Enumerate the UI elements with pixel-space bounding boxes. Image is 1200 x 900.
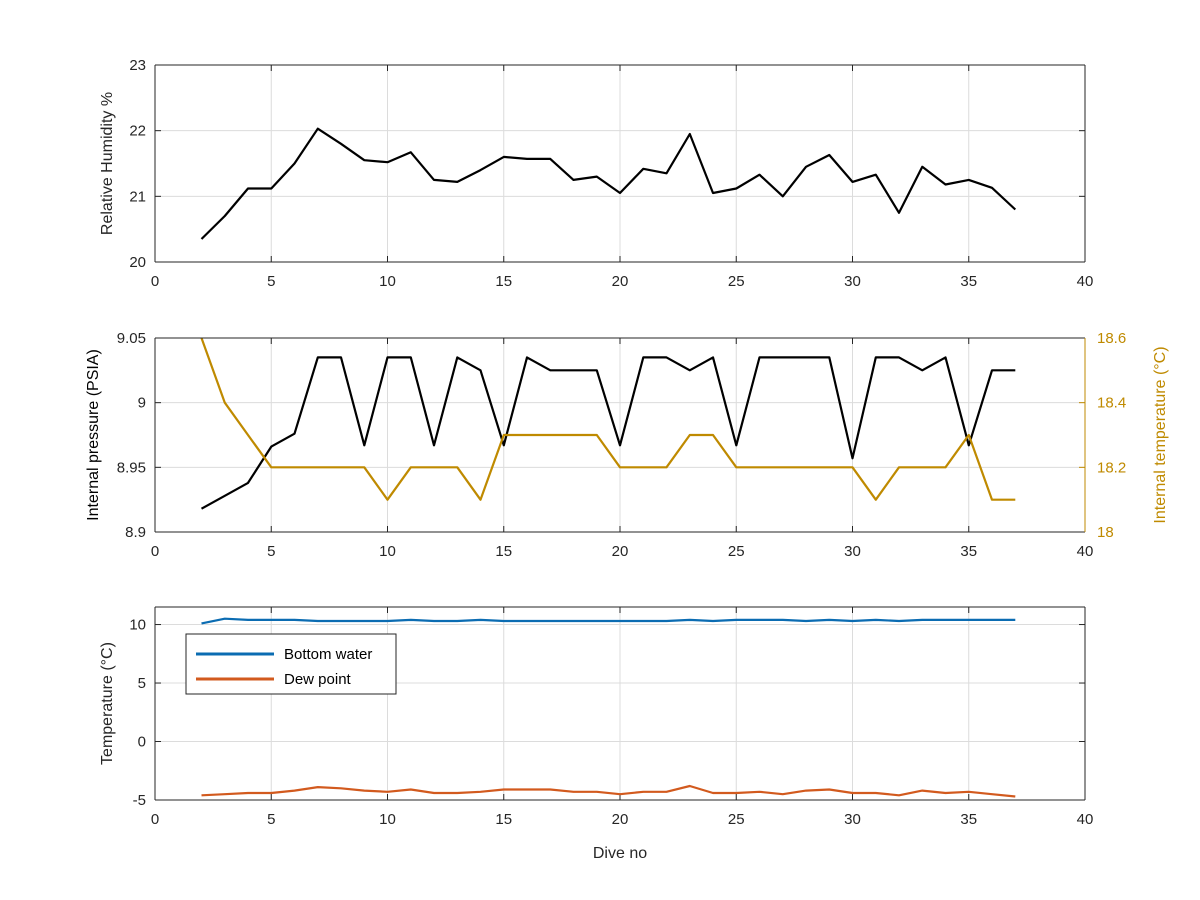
x-tick-label: 35 <box>960 811 977 828</box>
y-tick-label: -5 <box>133 792 146 809</box>
y-tick-label: 8.9 <box>125 524 146 541</box>
y-tick-label: 9.05 <box>117 330 146 347</box>
chart-panel-2: 0 5 10 15 20 25 30 35 40 8.9 8.95 9 9.05 18 18.2 18.4 18… <box>85 330 1169 560</box>
x-tick-label: 0 <box>151 273 159 290</box>
legend-label: Bottom water <box>284 646 372 663</box>
x-tick-label: 15 <box>495 543 512 560</box>
x-tick-label: 20 <box>612 543 629 560</box>
x-tick-label: 30 <box>844 273 861 290</box>
x-tick-label: 5 <box>267 811 275 828</box>
x-tick-label: 25 <box>728 811 745 828</box>
legend: Bottom water Dew point <box>185 633 397 695</box>
x-tick-label: 30 <box>844 811 861 828</box>
x-tick-label: 40 <box>1077 273 1094 290</box>
x-tick-label: 25 <box>728 273 745 290</box>
x-tick-label: 5 <box>267 543 275 560</box>
x-tick-label: 10 <box>379 273 396 290</box>
y-tick-label: 10 <box>129 617 146 634</box>
series-line-series-1 <box>200 356 1016 510</box>
chart-panel-3: 0 5 10 15 20 25 30 35 40 -5 0 5 10 Temperature (°C) Di… <box>99 606 1094 862</box>
y-right-tick-label: 18.2 <box>1097 459 1126 476</box>
y-axis-label: Temperature (°C) <box>99 642 116 765</box>
x-tick-label: 15 <box>495 811 512 828</box>
x-tick-label: 25 <box>728 543 745 560</box>
x-axis-label: Dive no <box>593 845 647 862</box>
y-tick-label: 0 <box>138 734 146 751</box>
x-tick-label: 20 <box>612 811 629 828</box>
x-tick-label: 10 <box>379 811 396 828</box>
x-tick-label: 10 <box>379 543 396 560</box>
y-right-axis-label: Internal temperature (°C) <box>1152 346 1169 523</box>
y-tick-label: 21 <box>129 188 146 205</box>
legend-box <box>185 633 397 695</box>
x-tick-label: 35 <box>960 273 977 290</box>
y-right-tick-label: 18.4 <box>1097 395 1126 412</box>
x-tick-label: 0 <box>151 811 159 828</box>
series-line-internal-temperature <box>200 337 1016 501</box>
series-line-dew-point <box>201 784 1016 798</box>
y-tick-label: 23 <box>129 57 146 74</box>
x-tick-label: 35 <box>960 543 977 560</box>
series-line-series-1 <box>200 127 1017 240</box>
chart-panel-1: 0 5 10 15 20 25 30 35 40 20 21 22 23 Relative Humidit… <box>99 57 1093 290</box>
series-line-bottom-water <box>201 617 1016 625</box>
legend-label: Dew point <box>284 671 352 688</box>
x-tick-label: 40 <box>1077 543 1094 560</box>
x-tick-label: 0 <box>151 543 159 560</box>
x-tick-label: 40 <box>1077 811 1094 828</box>
x-tick-label: 15 <box>495 273 512 290</box>
y-tick-label: 5 <box>138 675 146 692</box>
y-right-tick-label: 18.6 <box>1097 330 1126 347</box>
y-right-tick-label: 18 <box>1097 524 1114 541</box>
x-tick-label: 5 <box>267 273 275 290</box>
x-tick-label: 20 <box>612 273 629 290</box>
y-tick-label: 9 <box>138 395 146 412</box>
y-axis-label: Internal pressure (PSIA) <box>85 349 102 521</box>
y-tick-label: 20 <box>129 254 146 271</box>
y-axis-label: Relative Humidity % <box>99 92 116 235</box>
y-tick-label: 22 <box>129 123 146 140</box>
y-tick-label: 8.95 <box>117 459 146 476</box>
x-tick-label: 30 <box>844 543 861 560</box>
